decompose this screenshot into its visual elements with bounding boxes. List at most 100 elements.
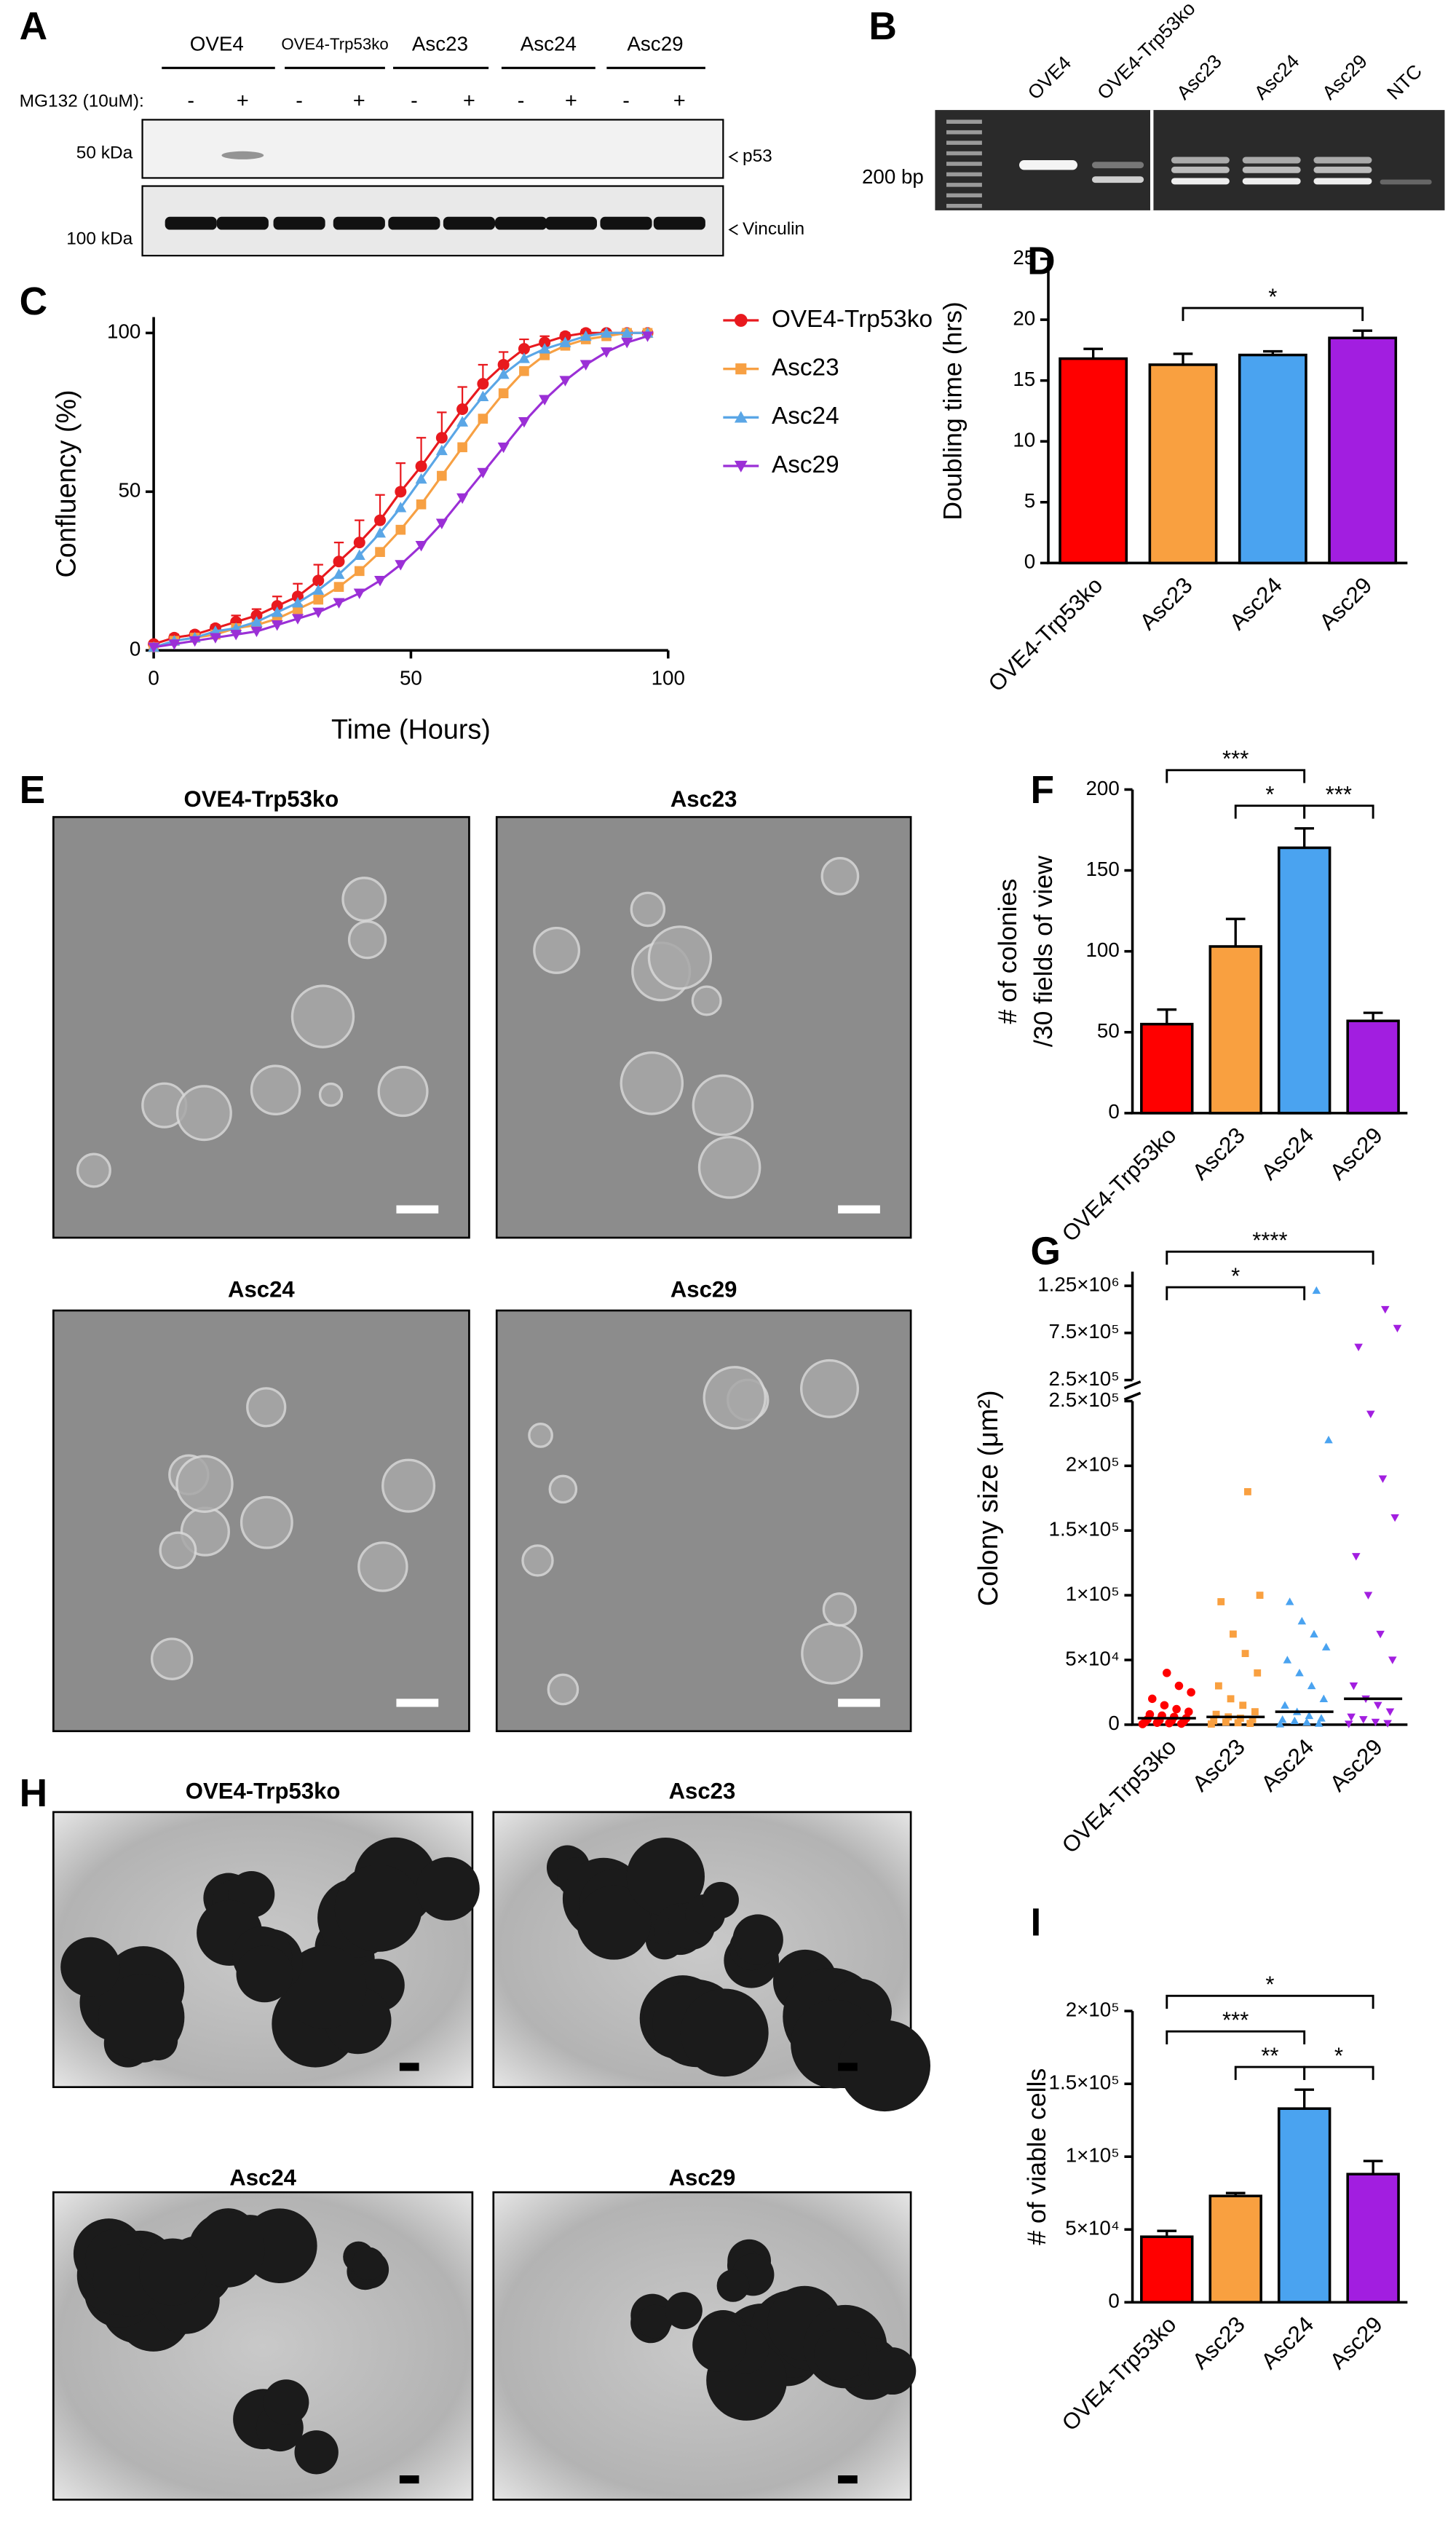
significance-bracket [1166,769,1306,783]
colony [691,985,722,1016]
marker [271,600,283,612]
marker [333,568,345,580]
gel-band [1092,176,1144,183]
arrow [728,151,738,162]
marker [415,541,427,552]
spheroid [626,1837,705,1916]
treatment-label: MG132 (10uM): [20,91,144,111]
lane-label: OVE4 [190,33,244,55]
marker [395,524,406,535]
gel-marker: 200 bp [862,165,924,188]
marker [477,467,489,479]
micrograph-title: OVE4-Trp53ko [184,786,339,812]
colony [533,926,581,974]
error-bar [1083,347,1103,359]
marker [291,614,304,625]
y-tick-label: 1.25×10⁶ [1037,1273,1120,1295]
marker [1254,1669,1262,1677]
marker [497,368,510,379]
marker [374,527,387,538]
band [273,216,325,230]
marker [456,493,469,505]
marker [1212,1710,1220,1718]
x-tick-label: Asc24 [1256,1123,1318,1185]
y-tick-label: 10 [1013,429,1035,451]
y-axis-label: Confluency (%) [51,390,82,577]
treatment: + [237,90,249,113]
scale-bar [399,2475,419,2484]
y-tick-label: 1×10⁵ [1066,2144,1120,2167]
significance-bracket [1303,805,1374,819]
lane-label: OVE4-Trp53ko [281,35,388,53]
marker [477,378,489,390]
marker [1347,1713,1356,1722]
marker [1345,1720,1353,1728]
marker [353,537,365,549]
error-bar [498,351,509,365]
y-tick-label: 0 [1108,1100,1119,1123]
y-tick-label: 50 [118,479,141,502]
marker [271,606,283,617]
axis [152,317,668,652]
marker [395,502,407,513]
bar [1140,1022,1194,1115]
significance-bracket [1234,805,1306,819]
colony [377,1066,429,1118]
marker [1321,1642,1331,1651]
error-bar [1363,1011,1383,1021]
y-tick-label: 2.5×10⁵ [1049,1367,1120,1390]
marker [416,499,427,510]
colony [175,1455,234,1513]
x-tick-label: Asc24 [1256,1734,1318,1797]
axis [1131,1401,1408,1726]
target-label: Vinculin [743,219,804,239]
gel-band [1171,166,1230,173]
size-marker: 50 kDa [76,143,133,163]
gel-band [1019,160,1077,170]
micrograph-title: OVE4-Trp53ko [186,1778,341,1803]
marker [435,432,448,444]
band [443,216,495,230]
x-tick-label: 100 [652,667,685,689]
x-tick-label: Asc29 [1314,572,1377,635]
marker [189,636,201,647]
marker [579,360,592,371]
spheroid [869,2347,917,2395]
marker [1251,1708,1259,1716]
bar [1208,2194,1262,2304]
bar [1346,2173,1400,2304]
band [545,216,597,230]
panel-label: B [869,5,897,48]
marker [1302,1717,1311,1725]
colony [318,1082,344,1107]
marker [1317,1714,1326,1722]
marker [456,416,469,427]
marker [1174,1681,1184,1691]
y-tick-label: 2×10⁵ [1066,1453,1120,1476]
ladder-band [946,183,982,187]
error-bar [375,494,385,521]
marker [1249,1715,1257,1723]
spheroid [352,2247,385,2280]
legend-label: Asc23 [772,354,839,381]
spheroid [139,2238,207,2306]
y-axis-label: # of colonies [993,879,1022,1024]
marker [1352,1553,1361,1561]
legend-label: OVE4-Trp53ko [772,306,933,333]
spheroid [665,2292,703,2330]
marker [1324,1436,1333,1444]
x-tick-label: Asc29 [1325,2312,1388,2374]
colony [150,1637,194,1680]
y-tick-label: 100 [1085,938,1119,961]
marker [415,473,427,484]
marker [559,376,571,387]
spheroid [692,2317,747,2372]
marker [148,642,160,653]
x-tick-label: 50 [400,667,422,689]
marker [518,343,530,355]
scale-bar [396,1205,439,1214]
y-axis-label: Colony size (μm²) [973,1390,1004,1606]
marker [1246,1720,1254,1728]
significance-label: *** [1222,2007,1249,2033]
